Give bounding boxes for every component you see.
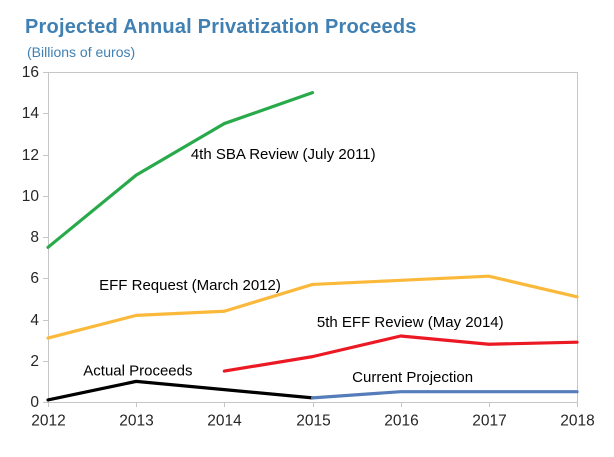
y-axis-label: 4 bbox=[30, 312, 39, 329]
series-line-eff-request-2012 bbox=[46, 274, 579, 340]
chart-subtitle: (Billions of euros) bbox=[27, 44, 136, 60]
y-axis-label: 0 bbox=[30, 394, 39, 411]
x-axis-label: 2014 bbox=[207, 413, 242, 430]
series-label: 5th EFF Review (May 2014) bbox=[317, 314, 504, 331]
series-line-sba-review-2011 bbox=[46, 91, 315, 249]
y-axis-label: 8 bbox=[30, 229, 39, 246]
y-axis-label: 16 bbox=[22, 64, 39, 81]
y-axis-label: 6 bbox=[30, 270, 39, 287]
y-axis-label: 12 bbox=[22, 147, 39, 164]
series-line-current-projection bbox=[310, 390, 579, 400]
y-axis-label: 14 bbox=[22, 105, 40, 122]
x-axis-label: 2017 bbox=[472, 413, 506, 430]
x-axis-label: 2015 bbox=[296, 413, 330, 430]
x-axis-label: 2016 bbox=[384, 413, 418, 430]
series-line-eff-review-2014 bbox=[222, 334, 579, 373]
x-axis-label: 2018 bbox=[560, 413, 594, 430]
series-label: Actual Proceeds bbox=[83, 363, 192, 380]
page-title: Projected Annual Privatization Proceeds bbox=[25, 16, 417, 38]
series-label: EFF Request (March 2012) bbox=[99, 277, 281, 294]
x-axis-label: 2012 bbox=[31, 413, 65, 430]
x-axis-label: 2013 bbox=[119, 413, 153, 430]
series-label: 4th SBA Review (July 2011) bbox=[191, 146, 376, 163]
series-line-actual-proceeds bbox=[46, 379, 315, 402]
series-label: Current Projection bbox=[352, 369, 473, 386]
y-axis-label: 10 bbox=[22, 188, 40, 205]
plot-border bbox=[48, 72, 578, 403]
y-axis-label: 2 bbox=[30, 353, 39, 370]
